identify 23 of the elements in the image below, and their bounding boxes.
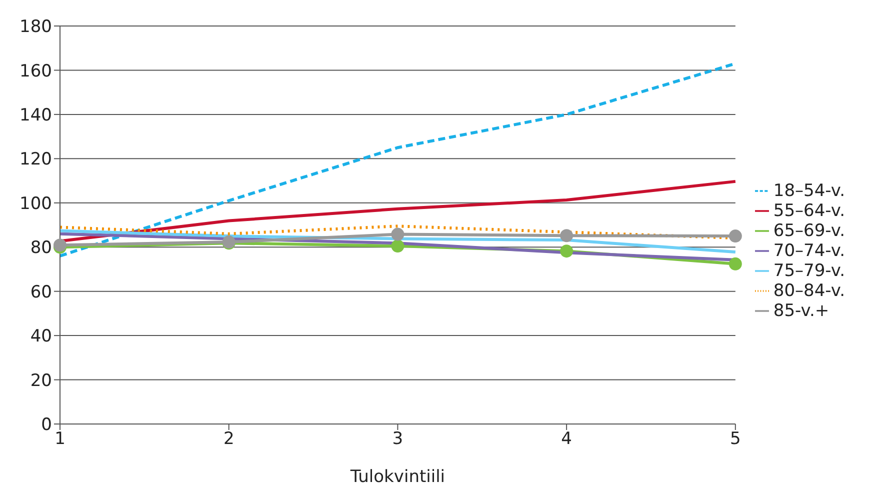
legend-label: 85-v.+ bbox=[773, 301, 830, 321]
y-tick-label: 40 bbox=[30, 326, 52, 347]
y-tick-label: 180 bbox=[20, 17, 52, 38]
legend-label: 55–64-v. bbox=[773, 201, 845, 221]
y-tick-label: 140 bbox=[20, 105, 52, 126]
y-tick-label: 80 bbox=[30, 238, 52, 258]
y-tick-label: 60 bbox=[30, 282, 52, 302]
x-axis-title: Tulokvintiili bbox=[349, 467, 446, 487]
y-tick-label: 100 bbox=[20, 194, 52, 214]
legend-label: 70–74-v. bbox=[773, 241, 845, 261]
x-tick-label: 5 bbox=[730, 429, 741, 450]
legend-label: 80–84-v. bbox=[773, 281, 845, 301]
x-tick-label: 2 bbox=[223, 429, 234, 450]
x-tick-label: 3 bbox=[392, 429, 404, 450]
legend-label: 65–69-v. bbox=[773, 221, 845, 241]
legend-label: 18–54-v. bbox=[773, 181, 845, 201]
y-tick-label: 120 bbox=[20, 150, 52, 170]
x-tick-label: 4 bbox=[561, 429, 572, 450]
legend-label: 75–79-v. bbox=[773, 261, 845, 281]
x-tick-label: 1 bbox=[54, 429, 66, 450]
y-tick-label: 160 bbox=[20, 61, 52, 82]
y-tick-label: 0 bbox=[41, 415, 52, 436]
y-tick-label: 20 bbox=[30, 370, 52, 391]
